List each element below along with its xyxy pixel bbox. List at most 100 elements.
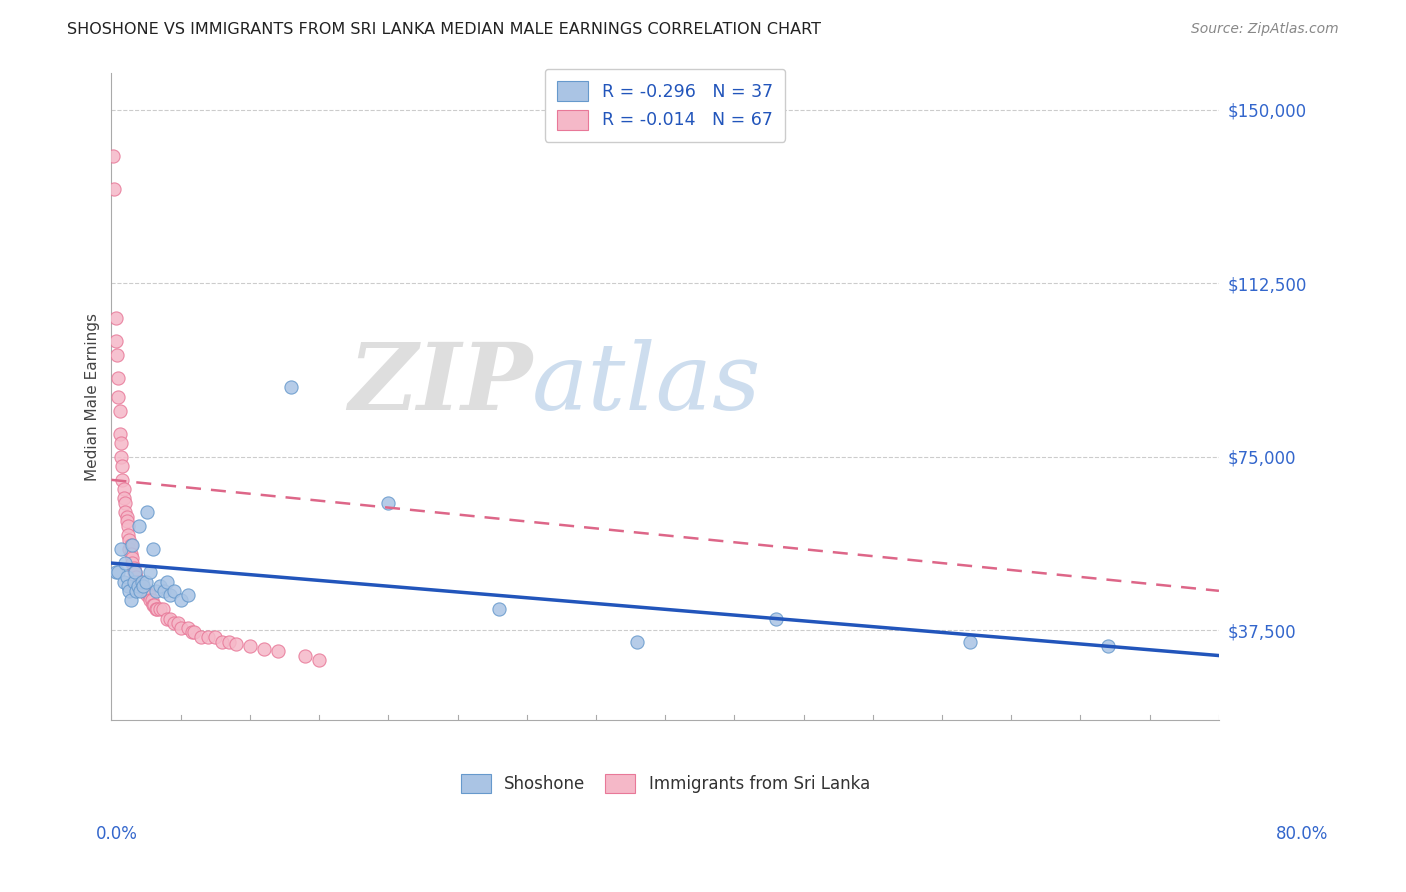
- Text: atlas: atlas: [533, 339, 762, 429]
- Point: [142, 598, 165, 612]
- Point: [145, 602, 167, 616]
- Point: [131, 574, 153, 589]
- Point: [266, 644, 288, 658]
- Point: [139, 593, 162, 607]
- Point: [131, 579, 153, 593]
- Point: [118, 542, 141, 557]
- Point: [488, 602, 510, 616]
- Point: [163, 583, 186, 598]
- Point: [127, 579, 149, 593]
- Point: [152, 602, 174, 616]
- Point: [136, 589, 159, 603]
- Point: [149, 602, 172, 616]
- Point: [294, 648, 316, 663]
- Point: [107, 566, 129, 580]
- Legend: Shoshone, Immigrants from Sri Lanka: Shoshone, Immigrants from Sri Lanka: [450, 764, 880, 804]
- Point: [115, 570, 138, 584]
- Point: [132, 583, 155, 598]
- Point: [114, 556, 136, 570]
- Point: [118, 583, 141, 598]
- Point: [115, 515, 138, 529]
- Point: [190, 630, 212, 644]
- Point: [176, 621, 198, 635]
- Point: [111, 458, 134, 473]
- Point: [122, 560, 145, 574]
- Point: [176, 589, 198, 603]
- Point: [626, 634, 648, 648]
- Point: [120, 593, 142, 607]
- Point: [163, 616, 186, 631]
- Point: [105, 348, 128, 362]
- Point: [146, 602, 169, 616]
- Text: 0.0%: 0.0%: [96, 825, 138, 843]
- Point: [108, 426, 131, 441]
- Point: [136, 505, 159, 519]
- Point: [107, 390, 129, 404]
- Point: [122, 566, 145, 580]
- Point: [134, 583, 156, 598]
- Point: [204, 630, 226, 644]
- Text: 80.0%: 80.0%: [1277, 825, 1329, 843]
- Point: [118, 533, 141, 547]
- Point: [253, 641, 276, 656]
- Point: [122, 574, 145, 589]
- Point: [142, 542, 165, 557]
- Point: [121, 556, 143, 570]
- Point: [156, 574, 179, 589]
- Point: [107, 371, 129, 385]
- Point: [308, 653, 330, 667]
- Point: [117, 519, 139, 533]
- Point: [280, 380, 302, 394]
- Point: [141, 593, 163, 607]
- Point: [110, 542, 132, 557]
- Point: [153, 583, 176, 598]
- Point: [128, 519, 150, 533]
- Point: [111, 473, 134, 487]
- Point: [765, 611, 787, 625]
- Point: [110, 450, 132, 464]
- Point: [112, 491, 135, 506]
- Point: [125, 583, 148, 598]
- Point: [104, 311, 127, 326]
- Point: [121, 538, 143, 552]
- Point: [239, 640, 262, 654]
- Point: [156, 611, 179, 625]
- Point: [121, 551, 143, 566]
- Point: [159, 611, 181, 625]
- Point: [124, 566, 146, 580]
- Point: [169, 621, 191, 635]
- Point: [149, 579, 172, 593]
- Point: [180, 625, 202, 640]
- Point: [139, 566, 162, 580]
- Point: [117, 579, 139, 593]
- Point: [129, 579, 152, 593]
- Text: SHOSHONE VS IMMIGRANTS FROM SRI LANKA MEDIAN MALE EARNINGS CORRELATION CHART: SHOSHONE VS IMMIGRANTS FROM SRI LANKA ME…: [67, 22, 821, 37]
- Point: [135, 574, 157, 589]
- Point: [104, 334, 127, 348]
- Point: [127, 574, 149, 589]
- Point: [115, 509, 138, 524]
- Point: [145, 583, 167, 598]
- Point: [143, 598, 166, 612]
- Point: [108, 403, 131, 417]
- Point: [159, 589, 181, 603]
- Point: [959, 634, 981, 648]
- Point: [183, 625, 205, 640]
- Point: [169, 593, 191, 607]
- Point: [211, 634, 233, 648]
- Point: [114, 505, 136, 519]
- Point: [197, 630, 219, 644]
- Point: [138, 589, 160, 603]
- Point: [104, 566, 127, 580]
- Point: [103, 181, 125, 195]
- Point: [132, 579, 155, 593]
- Point: [128, 574, 150, 589]
- Text: Source: ZipAtlas.com: Source: ZipAtlas.com: [1191, 22, 1339, 37]
- Point: [110, 435, 132, 450]
- Point: [129, 583, 152, 598]
- Point: [124, 566, 146, 580]
- Point: [225, 637, 247, 651]
- Point: [114, 496, 136, 510]
- Point: [117, 528, 139, 542]
- Y-axis label: Median Male Earnings: Median Male Earnings: [86, 312, 100, 481]
